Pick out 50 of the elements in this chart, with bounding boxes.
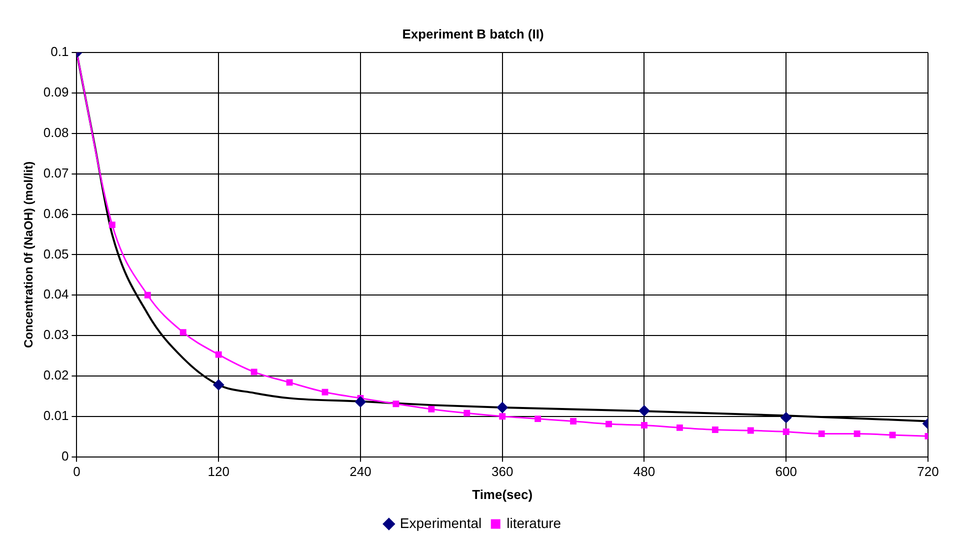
point xyxy=(215,351,222,358)
y-tick-label: 0.08 xyxy=(43,125,69,140)
point xyxy=(641,422,648,428)
point xyxy=(250,368,258,376)
point xyxy=(570,418,577,424)
point xyxy=(534,416,542,422)
point xyxy=(606,420,612,428)
point xyxy=(712,426,718,433)
legend-label: Experimental xyxy=(400,514,482,531)
y-tick-label: 0.02 xyxy=(43,368,69,383)
x-tick-label: 600 xyxy=(775,464,797,480)
x-tick-label: 360 xyxy=(492,464,514,480)
x-tick-label: 120 xyxy=(208,464,230,480)
chart-title: Experiment B batch (II) xyxy=(402,26,544,42)
legend-label: literature xyxy=(506,514,562,531)
y-tick-label: 0.01 xyxy=(43,408,69,423)
point xyxy=(818,430,825,437)
point xyxy=(464,410,470,416)
point xyxy=(213,379,224,390)
point xyxy=(782,428,790,435)
y-tick-label: 0.06 xyxy=(43,206,69,221)
y-tick-label: 0.1 xyxy=(50,44,69,60)
point xyxy=(180,329,186,336)
y-tick-label: 0.03 xyxy=(43,327,69,342)
point xyxy=(676,424,683,431)
y-tick-label: 0.05 xyxy=(43,246,69,262)
point xyxy=(496,402,508,413)
point xyxy=(354,396,366,408)
x-tick-label: 240 xyxy=(350,464,372,480)
x-axis-title: Time(sec) xyxy=(472,486,533,502)
point xyxy=(638,405,650,416)
point xyxy=(428,406,435,412)
point xyxy=(144,292,151,298)
y-tick-label: 0.07 xyxy=(43,165,69,180)
point xyxy=(889,432,896,438)
point xyxy=(854,430,860,437)
point xyxy=(286,379,293,386)
y-axis-title: Concentration 0f (NaOH) (mol/lit) xyxy=(22,161,36,348)
point xyxy=(499,413,506,420)
y-tick-label: 0.09 xyxy=(43,84,69,100)
point xyxy=(392,400,400,408)
x-tick-label: 480 xyxy=(633,464,656,480)
x-tick-label: 720 xyxy=(917,464,939,480)
point xyxy=(322,388,328,396)
x-tick-label: 0 xyxy=(73,464,80,480)
y-tick-label: 0.04 xyxy=(43,286,69,302)
point xyxy=(780,412,792,424)
point xyxy=(747,427,754,434)
y-tick-label: 0 xyxy=(61,448,69,464)
point xyxy=(108,222,116,228)
